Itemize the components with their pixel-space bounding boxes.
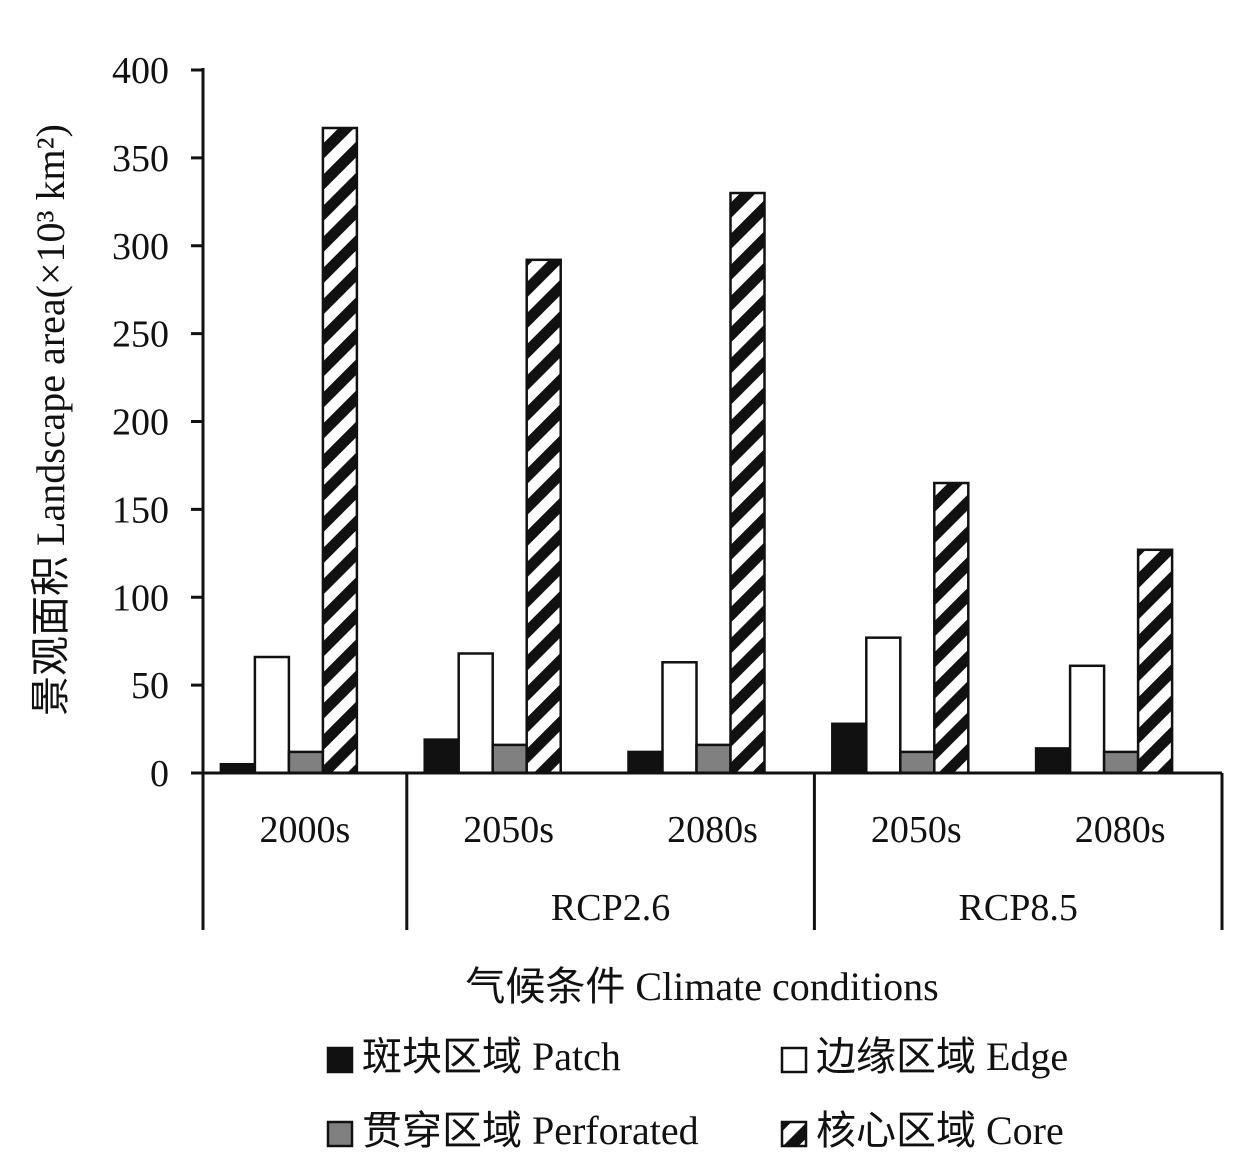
y-tick-label: 150 <box>112 489 169 531</box>
x-group-label: RCP8.5 <box>959 887 1078 929</box>
bar-1-5 <box>1034 747 1072 775</box>
legend-swatch <box>326 1120 354 1148</box>
bars-layer <box>219 126 1174 775</box>
bar-3-1 <box>287 750 325 775</box>
y-tick-label: 50 <box>131 665 169 707</box>
legend-swatch <box>780 1120 808 1148</box>
bar-2-1 <box>253 655 291 775</box>
bar-1-4 <box>831 722 868 775</box>
y-tick-label: 250 <box>112 314 169 356</box>
bar-3-2 <box>491 743 528 775</box>
bar-4-2 <box>525 258 562 775</box>
x-axis-title: 气候条件 Climate conditions <box>465 964 938 1009</box>
bar-3-5 <box>1102 750 1140 775</box>
bar-3-3 <box>695 743 732 775</box>
y-axis-title: 景观面积 Landscape area(×10³ km²) <box>28 124 73 716</box>
bar-1-3 <box>627 750 664 775</box>
x-tick-label: 2050s <box>871 809 962 851</box>
bar-2-4 <box>865 636 902 775</box>
bar-2-5 <box>1068 664 1106 775</box>
legend: 斑块区域 Patch 边缘区域 Edge 贯穿区域 Perforated 核心区域 C… <box>326 1034 1068 1153</box>
bar-4-4 <box>933 481 970 775</box>
legend-label: 贯穿区域 Perforated <box>362 1108 699 1153</box>
x-tick-label: 2080s <box>1075 809 1166 851</box>
y-tick-label: 350 <box>112 138 169 180</box>
legend-label: 斑块区域 Patch <box>362 1034 621 1079</box>
axes-layer <box>191 68 1224 930</box>
y-tick-label: 400 <box>112 50 169 92</box>
x-tick-label: 2080s <box>667 809 758 851</box>
labels-layer: 0 50 100 150 200 250 300 350 400 2000s 2050s 2080s 2… <box>28 50 1165 1009</box>
y-tick-label: 300 <box>112 226 169 268</box>
x-tick-label: 2000s <box>260 809 351 851</box>
legend-swatch <box>780 1046 808 1074</box>
y-tick-label: 100 <box>112 577 169 619</box>
legend-swatch <box>326 1046 354 1074</box>
y-tick-label: 200 <box>112 402 169 444</box>
bar-2-3 <box>661 661 698 775</box>
bar-4-3 <box>729 191 766 775</box>
x-tick-label: 2050s <box>463 809 554 851</box>
bar-3-4 <box>899 750 936 775</box>
x-group-label: RCP2.6 <box>551 887 670 929</box>
bar-4-1 <box>321 126 359 775</box>
legend-label: 边缘区域 Edge <box>816 1034 1068 1079</box>
bar-2-2 <box>457 652 494 775</box>
y-tick-label: 0 <box>150 753 169 795</box>
legend-label: 核心区域 Core <box>816 1108 1064 1153</box>
bar-1-2 <box>423 738 460 775</box>
bar-4-5 <box>1136 548 1174 775</box>
